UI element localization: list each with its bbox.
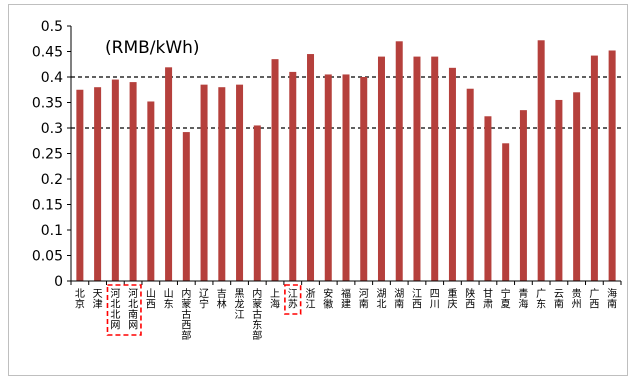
- y-tick-label: 0.25: [32, 147, 63, 163]
- bar: [182, 132, 190, 281]
- bar-chart: (RMB/kWh) 0 0.05 0.1 0.15 0.2 0.25 0.3 0.35 0.4 0…: [32, 19, 622, 342]
- chart-frame: (RMB/kWh) 0 0.05 0.1 0.15 0.2 0.25 0.3 0.35 0.4 0…: [8, 4, 628, 376]
- y-tick-label: 0.2: [41, 172, 63, 188]
- bar: [590, 55, 598, 281]
- x-category-label: 广东: [536, 288, 546, 311]
- x-category-label: 四川: [430, 289, 440, 311]
- bar: [448, 67, 456, 281]
- y-tick-label: 0.05: [32, 249, 63, 265]
- x-category-label: 河北南网: [128, 288, 138, 332]
- x-category-label: 云南: [554, 289, 564, 311]
- bar: [129, 82, 137, 281]
- x-category-label: 内蒙古西部: [181, 287, 191, 342]
- x-category-label: 甘肃: [483, 287, 493, 311]
- bar: [236, 84, 244, 282]
- x-category-label: 辽宁: [199, 288, 209, 311]
- x-category-label: 重庆: [447, 287, 457, 311]
- x-category-label: 安徽: [323, 287, 333, 311]
- bar: [218, 87, 226, 281]
- bar: [94, 87, 102, 281]
- x-category-label: 广西: [589, 288, 599, 311]
- bar: [289, 71, 297, 282]
- bar: [360, 77, 368, 281]
- y-tick-label: 0.4: [41, 70, 63, 86]
- bar: [484, 116, 492, 282]
- x-category-label: 浙江: [306, 288, 316, 311]
- bar: [76, 89, 84, 281]
- x-category-label: 河北北网: [110, 288, 120, 332]
- bar: [555, 99, 563, 281]
- bar: [537, 40, 545, 281]
- highlight-box: [284, 284, 302, 315]
- x-category-label: 吉林: [217, 288, 227, 311]
- bar: [200, 84, 208, 282]
- x-category-label: 上海: [270, 288, 280, 311]
- bar: [608, 50, 616, 282]
- x-category-label: 宁夏: [501, 287, 511, 311]
- x-category-label: 贵州: [572, 287, 582, 311]
- bar: [502, 143, 510, 281]
- bar: [519, 110, 527, 282]
- x-category-label: 湖南: [394, 288, 404, 311]
- y-tick-label: 0.5: [41, 19, 63, 35]
- y-tick-label: 0.15: [32, 198, 63, 214]
- bar: [147, 101, 155, 281]
- x-category-label: 内蒙古东部: [252, 287, 262, 342]
- x-category-label: 福建: [341, 287, 351, 311]
- bar: [342, 74, 350, 281]
- x-category-label: 黑龙江: [235, 288, 245, 321]
- x-category-label: 天津: [93, 289, 103, 311]
- y-tick-label: 0.1: [41, 223, 63, 239]
- x-category-label: 江西: [412, 288, 422, 311]
- x-category-label: 海南: [607, 287, 617, 311]
- y-tick-label: 0.45: [32, 45, 63, 61]
- bar: [573, 92, 581, 281]
- x-category-label: 北京: [75, 288, 85, 311]
- y-tick-label: 0.3: [41, 121, 63, 137]
- x-category-label: 陕西: [465, 287, 475, 311]
- bar: [431, 56, 439, 281]
- x-category-label: 河南: [359, 288, 369, 311]
- x-category-label: 青海: [518, 287, 528, 311]
- x-category-label: 山东: [164, 288, 174, 311]
- x-category-label: 江苏: [288, 288, 298, 311]
- x-category-label: 湖北: [376, 288, 386, 311]
- bar: [271, 59, 279, 282]
- bar: [324, 74, 332, 281]
- bar: [466, 88, 474, 281]
- bar: [307, 54, 315, 281]
- bar: [413, 56, 421, 281]
- bar: [395, 41, 403, 281]
- highlight-box: [106, 284, 142, 336]
- x-category-label: 山西: [146, 288, 156, 311]
- unit-annotation: (RMB/kWh): [105, 38, 200, 58]
- y-tick-label: 0: [54, 274, 63, 290]
- bar: [111, 79, 119, 281]
- bar: [377, 56, 385, 281]
- bar: [253, 125, 261, 281]
- y-tick-label: 0.35: [32, 96, 63, 112]
- bar: [165, 67, 173, 281]
